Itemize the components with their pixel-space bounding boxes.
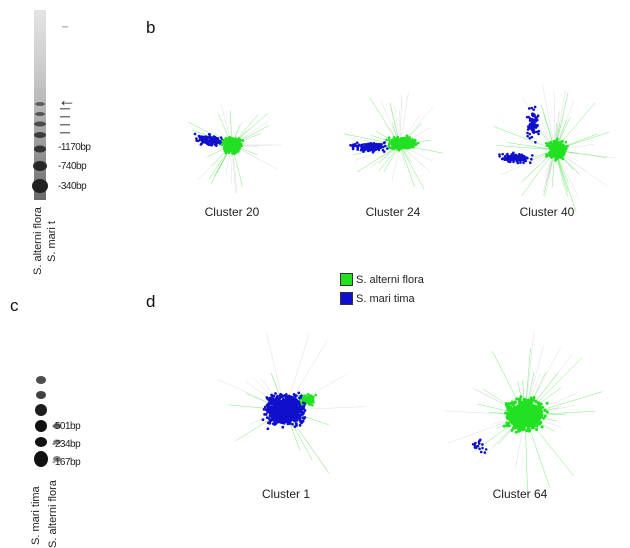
cluster-label-64: Cluster 64 [492, 487, 548, 501]
gel-c-image [34, 376, 61, 467]
panel-letter-d: d [146, 292, 156, 311]
legend-label-maritima: S. mari tima [356, 292, 415, 305]
legend-label-alterniflora: S. alterni flora [356, 273, 424, 286]
gel-c-lane-1: S. mari tima [30, 486, 42, 545]
legend-item-maritima: S. mari tima [340, 292, 415, 305]
gel-c-lane-2: S. alterni flora [47, 480, 59, 548]
legend-swatch-green [340, 273, 353, 286]
cluster-24-network [343, 92, 443, 190]
cluster-label-24: Cluster 24 [365, 205, 421, 219]
cluster-40-network [493, 84, 616, 213]
gel-a-band-740: -740bp [58, 161, 87, 172]
cluster-label-20: Cluster 20 [204, 205, 260, 219]
gel-c-band-501: -501bp [52, 421, 81, 432]
gel-a-image [32, 10, 70, 200]
arrow-indicator: ← [58, 90, 76, 110]
gel-a-lane-2: S. mari t [46, 221, 58, 262]
legend-item-alterniflora: S. alterni flora [340, 273, 424, 286]
cluster-20-network [188, 104, 282, 194]
gel-a-band-1170: -1170bp [58, 142, 91, 153]
cluster-1-network [217, 333, 365, 474]
gel-c-band-167: -167bp [52, 457, 81, 468]
cluster-label-1: Cluster 1 [261, 487, 311, 501]
gel-a-band-340: -340bp [58, 181, 87, 192]
legend-swatch-blue [340, 292, 353, 305]
panel-letter-b: b [146, 18, 156, 37]
gel-c-band-234: -234bp [52, 439, 81, 450]
cluster-label-40: Cluster 40 [519, 205, 575, 219]
gel-a-lane-1: S. alterni flora [32, 207, 44, 275]
cluster-64-network [445, 332, 603, 497]
panel-letter-c: c [10, 296, 19, 315]
